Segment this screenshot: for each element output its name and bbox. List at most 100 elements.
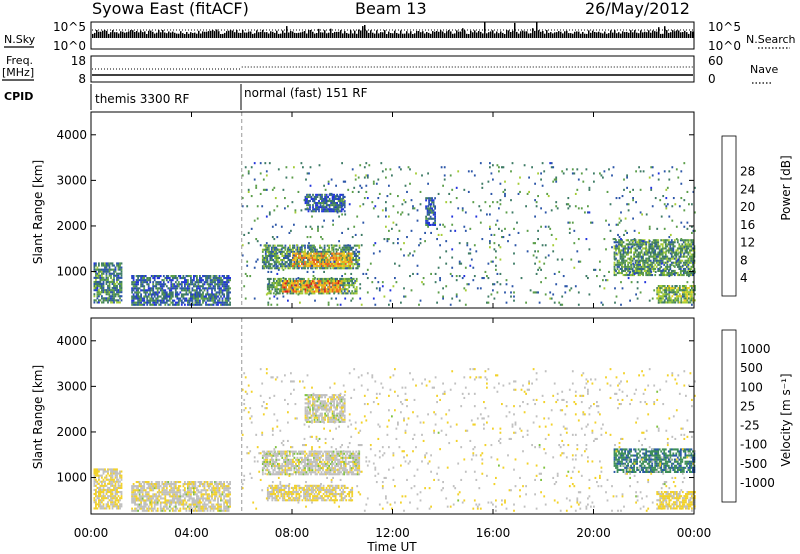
power-cell <box>171 295 174 298</box>
power-cell <box>359 184 362 187</box>
power-cell <box>366 174 369 177</box>
power-cell <box>670 243 673 246</box>
power-cell <box>182 301 185 304</box>
velocity-cell <box>266 473 269 476</box>
nsky-bar <box>678 30 680 38</box>
velocity-cell <box>272 452 275 455</box>
power-cell <box>514 244 517 247</box>
power-cell <box>250 195 253 198</box>
power-cell <box>323 254 326 257</box>
velocity-cell <box>308 471 311 474</box>
power-cell <box>110 301 112 304</box>
power-cell <box>269 290 272 293</box>
power-cell <box>513 299 515 302</box>
power-cell <box>158 295 161 298</box>
velocity-cell <box>284 471 287 474</box>
power-cell <box>170 295 173 298</box>
power-colorbar-tick: 16 <box>740 218 755 232</box>
nsky-bar <box>240 32 242 38</box>
power-cell <box>113 301 115 304</box>
power-cell <box>580 207 583 210</box>
power-cell <box>628 247 631 250</box>
power-cell <box>667 247 670 250</box>
power-cell <box>622 269 625 272</box>
power-cell <box>445 285 448 288</box>
power-cell <box>495 264 497 267</box>
power-cell <box>110 289 112 292</box>
power-cell <box>603 287 606 290</box>
power-cell <box>677 295 680 298</box>
power-cell <box>650 186 653 189</box>
power-cell <box>350 254 353 257</box>
power-cell <box>381 170 384 173</box>
power-cell <box>648 265 651 268</box>
power-cell <box>131 303 133 306</box>
power-cell <box>296 267 299 270</box>
power-cell <box>205 297 207 300</box>
power-cell <box>140 279 142 282</box>
power-cell <box>307 208 310 211</box>
power-cell <box>159 285 162 288</box>
power-cell <box>342 195 345 198</box>
power-cell <box>268 292 271 295</box>
power-cell <box>330 192 333 195</box>
power-cell <box>637 239 640 242</box>
power-cell <box>120 270 123 273</box>
power-cell <box>648 255 651 258</box>
power-cell <box>632 217 634 220</box>
power-cell <box>98 272 100 275</box>
power-cell <box>642 274 644 277</box>
power-cell <box>340 282 343 285</box>
power-cell <box>690 274 693 277</box>
power-cell <box>110 297 112 300</box>
nsky-bar <box>152 31 154 38</box>
power-cell <box>176 283 179 286</box>
power-cell <box>180 295 183 298</box>
power-cell <box>113 289 115 292</box>
power-cell <box>324 210 326 213</box>
power-cell <box>365 184 368 187</box>
power-cell <box>355 292 358 295</box>
power-cell <box>146 295 149 298</box>
power-cell <box>645 272 648 275</box>
power-cell <box>694 287 696 290</box>
power-cell <box>668 236 671 239</box>
power-cell <box>117 295 120 298</box>
power-cell <box>104 266 106 269</box>
power-cell <box>170 283 173 286</box>
power-cell <box>534 199 536 202</box>
power-cell <box>658 259 661 262</box>
power-cell <box>323 256 326 259</box>
power-cell <box>654 274 657 277</box>
power-cell <box>170 275 173 278</box>
nsky-bar <box>158 30 160 38</box>
power-cell <box>326 258 329 261</box>
power-cell <box>473 244 476 247</box>
power-cell <box>287 267 290 270</box>
power-cell <box>304 267 306 270</box>
power-cell <box>276 303 279 306</box>
power-cell <box>152 277 155 280</box>
power-cell <box>276 244 279 247</box>
power-cell <box>261 267 264 270</box>
nsky-bar <box>304 31 306 38</box>
power-cell <box>369 262 372 265</box>
power-cell <box>187 283 189 286</box>
power-cell <box>319 250 321 253</box>
power-cell <box>150 295 153 298</box>
power-cell <box>692 285 695 288</box>
power-cell <box>669 252 672 255</box>
power-cell <box>295 260 297 263</box>
power-cell <box>349 260 352 263</box>
power-cell <box>298 290 301 293</box>
power-cell <box>366 268 369 271</box>
power-cell <box>319 202 322 205</box>
power-cell <box>682 267 685 270</box>
nsky-bar <box>630 30 632 38</box>
power-cell <box>140 289 142 292</box>
power-cell <box>473 174 476 177</box>
power-cell <box>656 291 659 294</box>
power-cell <box>684 259 687 262</box>
power-cell <box>534 182 536 185</box>
power-cell <box>358 265 361 268</box>
